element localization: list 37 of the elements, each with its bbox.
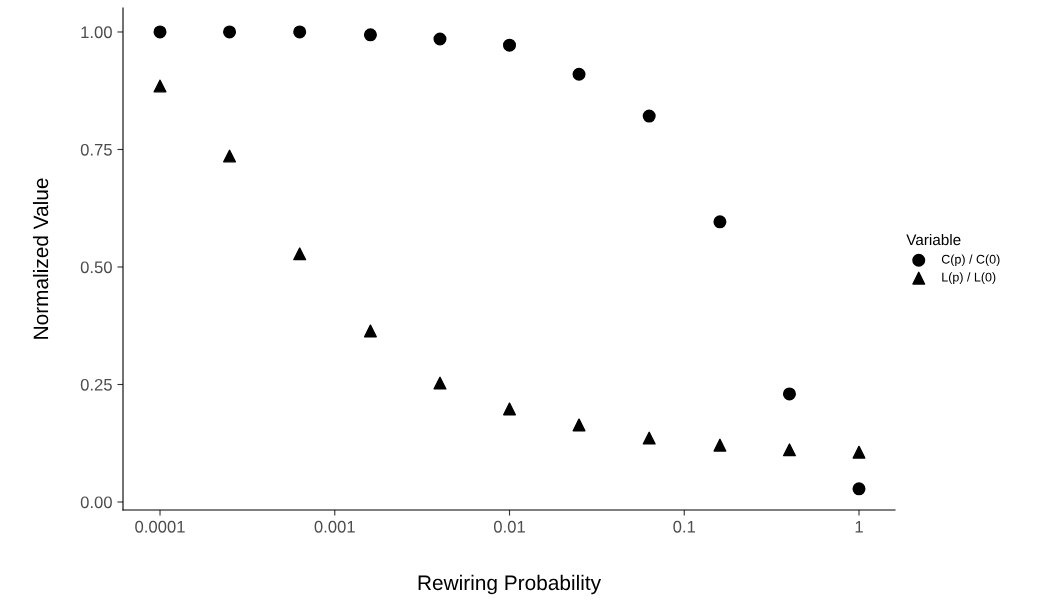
point xyxy=(782,443,796,457)
point xyxy=(642,431,656,445)
point xyxy=(572,418,586,432)
x-tick-label: 1 xyxy=(855,521,863,533)
y-tick-label: 0.50 xyxy=(80,261,112,274)
x-axis-title: Rewiring Probability xyxy=(418,574,602,595)
y-axis-title: Normalized Value xyxy=(32,178,49,339)
point xyxy=(713,438,727,452)
y-tick-label: 0.75 xyxy=(80,143,112,156)
legend-label: C(p) / C(0) xyxy=(941,254,1000,267)
point xyxy=(503,38,517,52)
point xyxy=(852,445,866,459)
legend-label: L(p) / L(0) xyxy=(942,272,996,285)
x-tick-label: 0.1 xyxy=(673,520,696,533)
point xyxy=(363,28,377,42)
y-tick-label: 0.25 xyxy=(80,378,112,391)
x-tick-label: 0.01 xyxy=(493,520,525,533)
point xyxy=(363,324,377,338)
y-tick-label: 0.00 xyxy=(80,496,112,509)
legend-title: Variable xyxy=(906,233,961,246)
point xyxy=(223,25,237,39)
point xyxy=(293,25,307,39)
point xyxy=(153,25,167,39)
x-tick-label: 0.0001 xyxy=(135,520,185,533)
point xyxy=(503,402,517,416)
point xyxy=(153,79,167,93)
point xyxy=(572,67,586,81)
point xyxy=(782,387,796,401)
point xyxy=(293,247,307,261)
x-tick-label: 0.001 xyxy=(314,520,355,533)
point xyxy=(433,376,447,390)
point xyxy=(223,149,237,163)
point xyxy=(433,32,447,46)
point xyxy=(642,109,656,123)
y-tick-label: 1.00 xyxy=(81,26,112,39)
point xyxy=(713,215,727,229)
point xyxy=(852,482,866,496)
